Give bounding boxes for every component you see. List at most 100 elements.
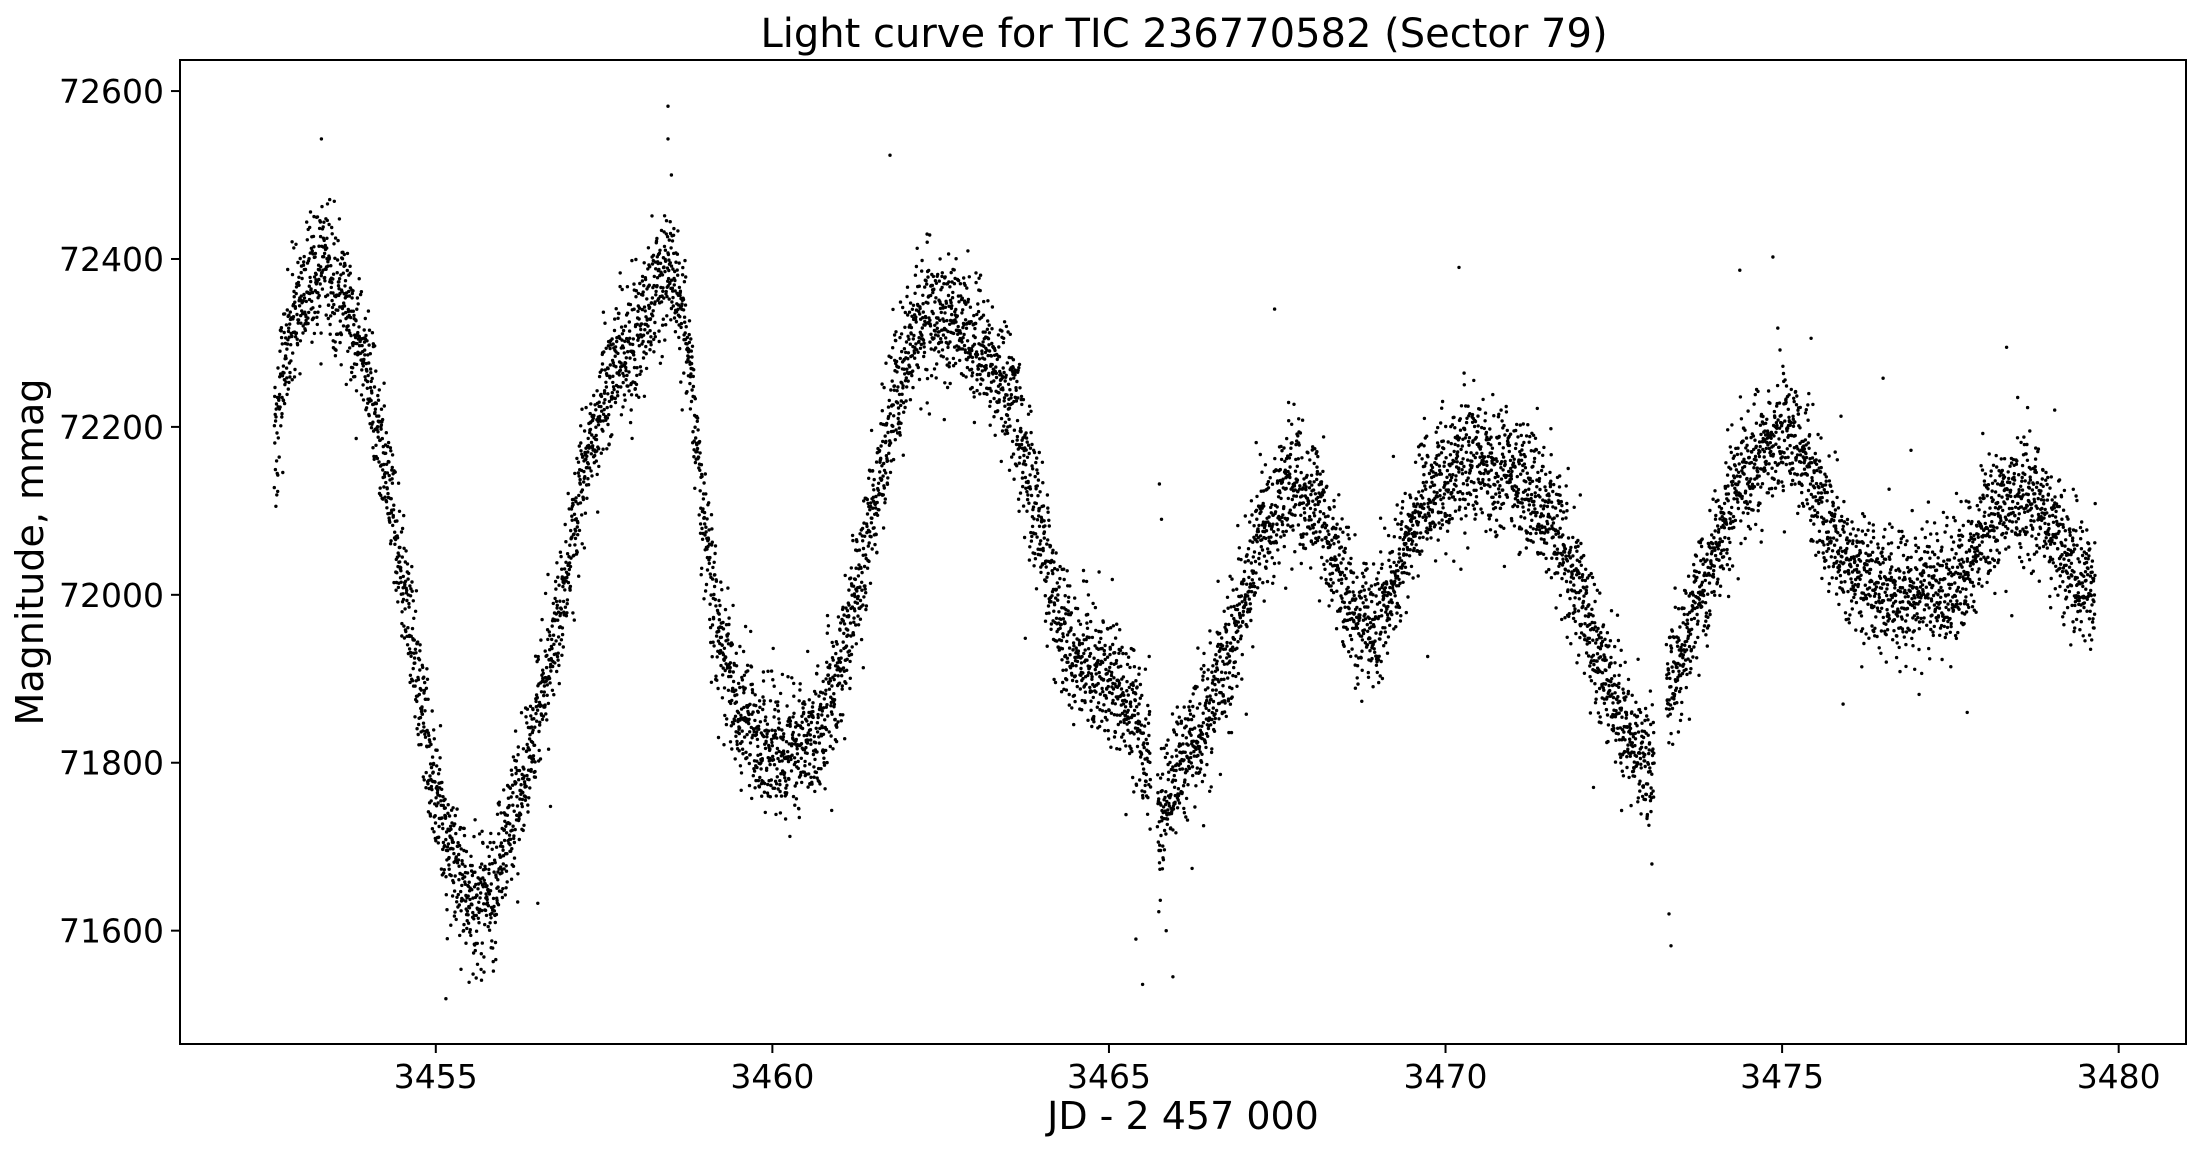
data-point	[349, 378, 353, 382]
data-point	[405, 562, 410, 566]
data-point	[745, 732, 749, 737]
data-point	[1186, 783, 1190, 787]
data-point	[798, 688, 802, 692]
data-point	[533, 760, 537, 764]
data-point	[821, 732, 826, 736]
data-point	[735, 693, 739, 697]
data-point	[341, 324, 346, 328]
data-point	[692, 455, 696, 459]
data-point	[421, 729, 425, 733]
data-point	[882, 385, 886, 390]
data-point	[523, 798, 528, 802]
data-point	[1057, 585, 1061, 589]
data-point	[1245, 582, 1249, 586]
data-point	[921, 338, 926, 342]
data-point	[464, 899, 468, 903]
data-point	[773, 729, 777, 733]
data-point	[375, 456, 380, 461]
data-point	[483, 867, 488, 871]
data-point	[896, 406, 901, 410]
data-point	[1015, 434, 1020, 439]
data-point	[772, 715, 776, 719]
data-point	[525, 742, 529, 747]
data-point	[1142, 745, 1146, 750]
data-point	[657, 267, 661, 272]
data-point	[681, 297, 686, 302]
data-point	[413, 609, 418, 613]
data-point	[1081, 579, 1086, 583]
data-point	[1072, 633, 1076, 637]
data-point	[272, 424, 277, 428]
data-point	[339, 273, 343, 277]
data-point	[1224, 622, 1228, 626]
data-point	[808, 762, 812, 766]
data-point	[823, 718, 827, 722]
data-point	[1195, 685, 1199, 689]
data-point	[567, 567, 571, 572]
data-point	[395, 519, 399, 523]
data-point	[548, 633, 552, 638]
data-point	[773, 732, 778, 736]
data-point	[1190, 765, 1195, 769]
data-point	[1174, 748, 1178, 752]
data-point	[660, 354, 664, 359]
data-point	[501, 862, 505, 866]
data-point	[965, 339, 970, 343]
data-point	[708, 555, 712, 560]
data-point	[1121, 651, 1125, 656]
data-point	[594, 408, 598, 412]
data-point	[785, 791, 789, 795]
data-point	[273, 419, 278, 423]
data-point	[1013, 373, 1017, 377]
data-point	[1059, 622, 1064, 627]
data-point	[1112, 676, 1116, 680]
data-point	[946, 252, 951, 256]
data-point	[304, 318, 308, 323]
data-point	[1168, 760, 1172, 765]
data-point	[634, 257, 638, 262]
data-point	[1214, 688, 1218, 692]
data-point	[865, 566, 870, 570]
data-point	[861, 666, 865, 670]
data-point	[1118, 628, 1122, 632]
data-point	[880, 382, 884, 386]
data-point	[695, 449, 699, 454]
data-point	[1064, 688, 1069, 692]
data-point	[1156, 791, 1160, 795]
data-point	[392, 503, 396, 507]
data-point	[619, 361, 623, 365]
data-point	[625, 336, 629, 341]
data-point	[501, 887, 505, 891]
data-point	[1090, 724, 1094, 729]
data-point	[618, 368, 623, 372]
data-point	[930, 283, 935, 288]
data-point	[975, 352, 980, 357]
data-point	[1242, 578, 1246, 583]
data-point	[997, 355, 1002, 359]
data-point	[566, 580, 571, 585]
data-point	[528, 704, 533, 708]
data-point	[769, 778, 773, 782]
data-point	[994, 375, 999, 380]
data-point	[990, 327, 994, 331]
data-point	[1194, 747, 1198, 751]
data-point	[1200, 732, 1205, 736]
data-point	[1144, 737, 1148, 742]
data-point	[1227, 622, 1231, 627]
data-point	[522, 767, 526, 771]
data-point	[1001, 366, 1005, 370]
data-point	[844, 681, 848, 685]
data-point	[574, 529, 578, 533]
data-point	[784, 740, 789, 744]
data-point	[846, 633, 850, 637]
data-point	[527, 777, 531, 782]
data-point	[997, 391, 1001, 395]
data-point	[1092, 720, 1096, 724]
data-point	[408, 584, 412, 588]
data-point	[1246, 559, 1251, 563]
data-point	[379, 427, 383, 431]
data-point	[721, 673, 725, 677]
data-point	[274, 459, 279, 463]
data-point	[646, 324, 650, 328]
data-point	[740, 740, 744, 744]
